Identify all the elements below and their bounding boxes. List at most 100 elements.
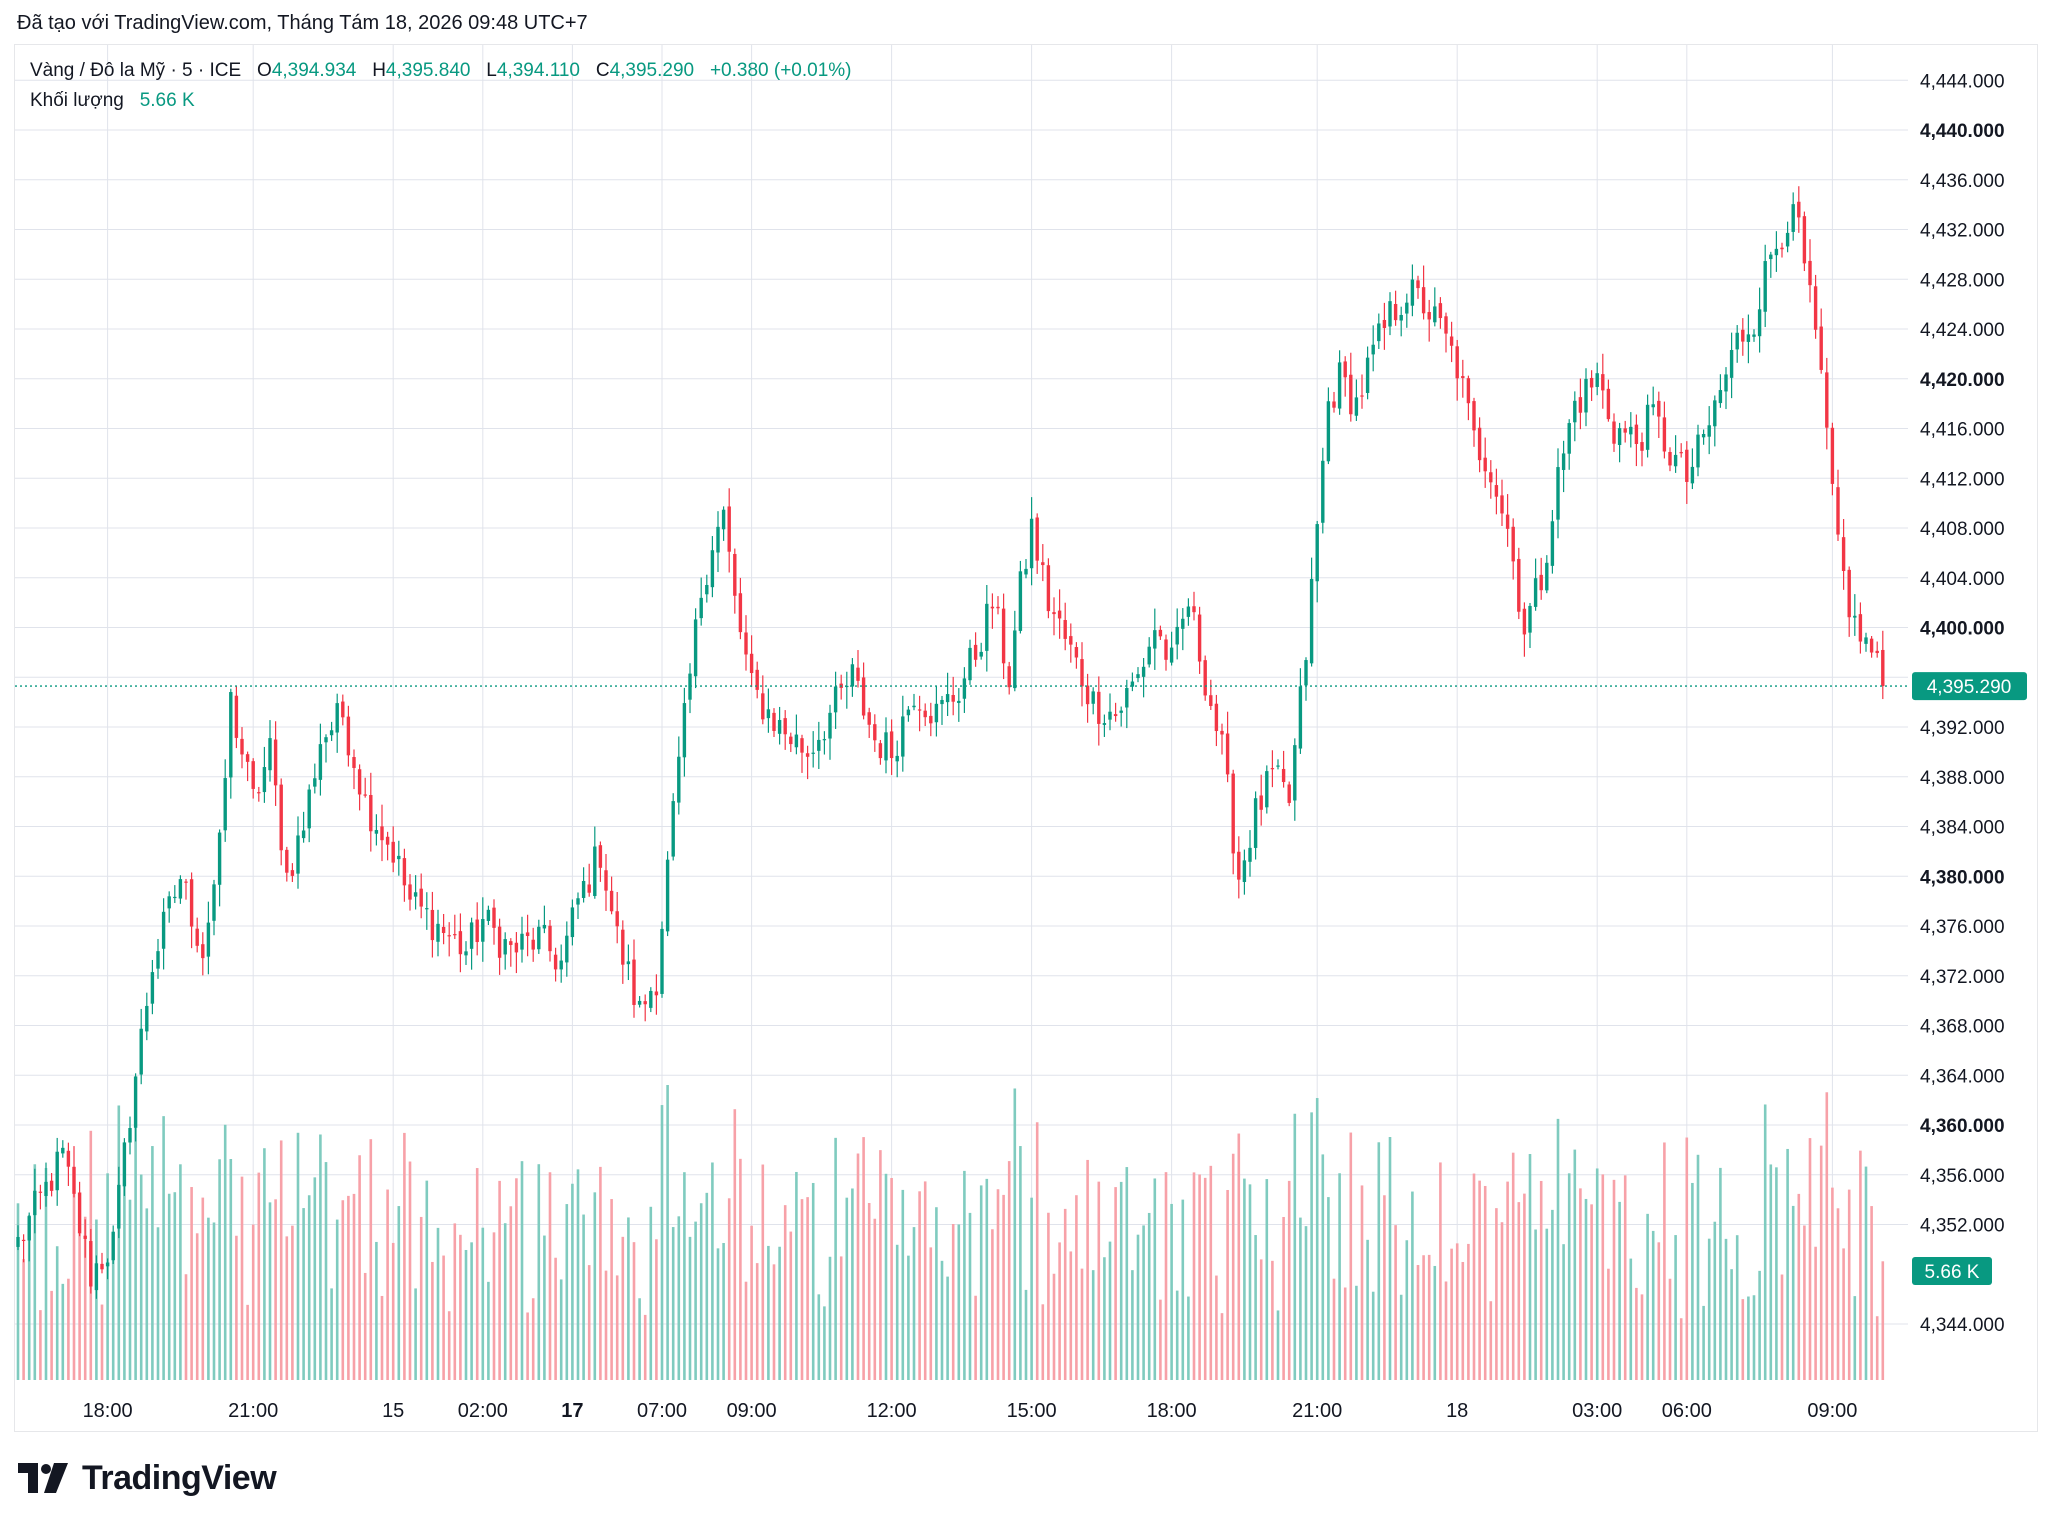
volume-bar: [1416, 1265, 1420, 1380]
volume-bar: [1579, 1188, 1582, 1380]
candle-body: [1091, 691, 1095, 704]
volume-bar: [862, 1137, 865, 1380]
candle-body: [1797, 201, 1801, 218]
candle-body: [1164, 639, 1168, 660]
volume-bar: [744, 1281, 748, 1380]
volume-bar: [1534, 1229, 1537, 1380]
candle-body: [1774, 248, 1779, 256]
candle-body: [1449, 336, 1454, 346]
candle-body: [357, 769, 362, 795]
volume-bar: [492, 1232, 496, 1380]
candle-body: [1382, 319, 1387, 328]
x-tick-label: 06:00: [1662, 1400, 1712, 1422]
volume-bar: [1282, 1216, 1285, 1380]
volume-bar: [571, 1183, 574, 1380]
volume-bar: [475, 1168, 479, 1380]
candle-body: [833, 686, 838, 713]
volume-bar: [996, 1189, 1000, 1380]
volume-bar: [1556, 1118, 1560, 1380]
candle-body: [1869, 638, 1874, 653]
candle-body: [542, 924, 547, 929]
candle-body: [1847, 569, 1851, 618]
candlestick-chart[interactable]: 4,444.000 4,440.000 4,436.000 4,432.000 4,42…: [0, 0, 2048, 1440]
y-tick-label: 4,424.000: [1920, 320, 2005, 341]
candle-body: [951, 694, 955, 702]
volume-bar: [123, 1152, 126, 1380]
candle-body: [245, 754, 250, 762]
volume-bar: [823, 1306, 826, 1380]
volume-bar: [1814, 1246, 1817, 1380]
candle-body: [1130, 681, 1135, 687]
volume-bar: [1674, 1235, 1677, 1380]
high-value: 4,395.840: [385, 60, 471, 81]
candle-body: [1589, 377, 1594, 388]
volume-bar: [1646, 1213, 1649, 1380]
volume-bar: [1691, 1182, 1694, 1380]
price-axis[interactable]: 4,444.000 4,440.000 4,436.000 4,432.000 4,42…: [1912, 71, 2027, 1336]
candle-body: [761, 693, 765, 720]
candle-body: [1354, 397, 1359, 416]
candle-body: [699, 597, 703, 619]
volume-bar: [1786, 1148, 1789, 1380]
volume-bar: [1663, 1142, 1666, 1380]
candle-body: [419, 888, 423, 907]
volume-bar: [447, 1311, 451, 1380]
volume-bar: [419, 1216, 423, 1380]
candle-body: [49, 1180, 54, 1191]
volume-bar: [1209, 1165, 1213, 1380]
candle-body: [1393, 303, 1398, 321]
candle-body: [1830, 427, 1835, 484]
candle-body: [889, 731, 894, 759]
candle-body: [878, 743, 883, 759]
volume-bar: [229, 1159, 233, 1380]
candle-body: [537, 926, 541, 950]
close-value: 4,395.290: [609, 60, 695, 81]
volume-bar: [660, 1105, 664, 1380]
candle-body: [811, 752, 815, 754]
candle-body: [940, 699, 944, 705]
candle-body: [413, 892, 418, 897]
volume-bar: [1657, 1242, 1661, 1380]
volume-bar: [1405, 1240, 1409, 1380]
candle-body: [1517, 558, 1521, 612]
tradingview-brand[interactable]: TradingView: [18, 1458, 277, 1498]
volume-bar: [330, 1288, 333, 1380]
volume-bar: [1388, 1137, 1392, 1380]
candle-body: [173, 896, 177, 899]
volume-bar: [1360, 1185, 1364, 1380]
volume-value: 5.66 K: [139, 90, 195, 111]
volume-bar: [901, 1189, 905, 1380]
candle-body: [189, 879, 194, 927]
candle-body: [447, 935, 451, 937]
candle-body: [1522, 608, 1527, 635]
candle-body: [525, 932, 530, 937]
time-axis[interactable]: 18:00 21:00 15 02:00 17 07:00 09:00 12:00 15:00 1…: [83, 1400, 1858, 1422]
candle-body: [1013, 630, 1017, 689]
created-with-text: Đã tạo với TradingView.com, Tháng Tám 18…: [17, 12, 588, 34]
volume-bar: [1108, 1241, 1112, 1380]
volume-bar: [1075, 1195, 1078, 1380]
candle-body: [1539, 574, 1543, 591]
volume-bar: [1679, 1318, 1683, 1380]
volume-bar: [1791, 1205, 1795, 1380]
volume-bar: [1842, 1248, 1845, 1380]
volume-bar: [699, 1203, 703, 1380]
candle-body: [486, 909, 491, 921]
volume-bar: [257, 1172, 261, 1380]
volume-bar: [33, 1164, 37, 1380]
volume-bar: [78, 1233, 81, 1380]
candle-body: [133, 1076, 138, 1128]
candle-body: [1701, 433, 1706, 438]
candle-body: [710, 550, 715, 588]
symbol-name[interactable]: Vàng / Đô la Mỹ · 5 · ICE: [30, 60, 242, 81]
candle-body: [1617, 428, 1622, 445]
volume-bar: [436, 1227, 440, 1380]
candle-body: [509, 941, 513, 945]
volume-bar: [1125, 1167, 1129, 1380]
volume-bar: [806, 1197, 809, 1380]
volume-label[interactable]: Khối lượng: [30, 90, 124, 111]
volume-bar: [347, 1195, 350, 1380]
close-label: C: [595, 60, 610, 81]
candle-body: [1304, 660, 1308, 686]
candle-body: [1080, 659, 1084, 687]
